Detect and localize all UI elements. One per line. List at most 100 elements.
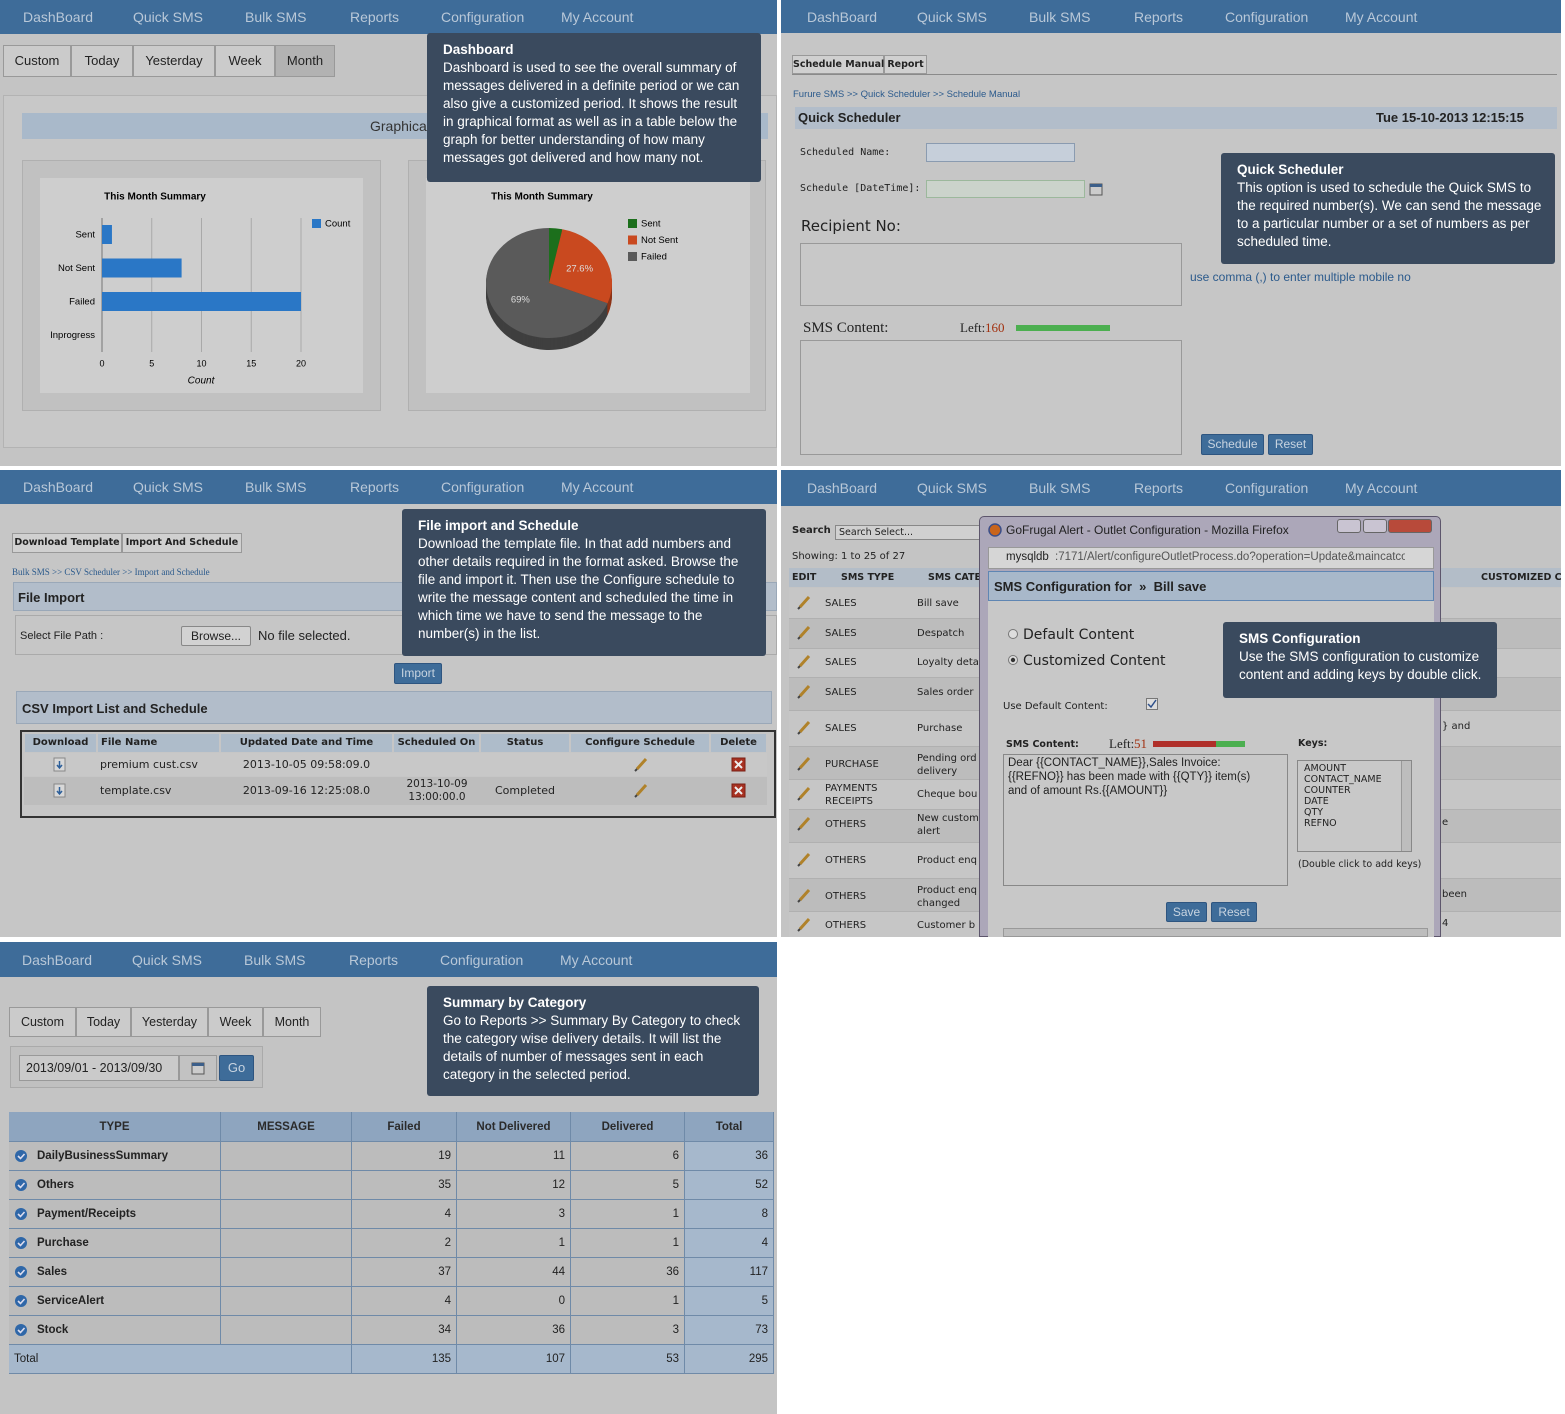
button[interactable]: Go: [219, 1055, 254, 1081]
key-item[interactable]: DATE: [1304, 796, 1329, 807]
pencil-icon[interactable]: [797, 786, 811, 801]
nav-item[interactable]: Quick SMS: [132, 951, 203, 968]
pencil-icon[interactable]: [797, 684, 811, 699]
checkbox[interactable]: [1146, 698, 1158, 710]
nav-item[interactable]: DashBoard: [23, 9, 94, 25]
window-button[interactable]: [1388, 519, 1432, 533]
nav-item[interactable]: Quick SMS: [133, 9, 204, 25]
pie-slice: [549, 228, 563, 283]
tab[interactable]: Yesterday: [131, 1007, 208, 1037]
key-item[interactable]: REFNO: [1304, 818, 1337, 829]
nav-item[interactable]: My Account: [1345, 8, 1418, 25]
nav-item[interactable]: Configuration: [1225, 8, 1309, 25]
nav-item[interactable]: My Account: [560, 951, 633, 968]
tab[interactable]: Schedule Manual: [792, 55, 884, 74]
pencil-icon[interactable]: [797, 816, 811, 831]
screen-panel: DashBoard Quick SMS Bulk SMS Reports Configu…: [0, 470, 777, 937]
nav-item[interactable]: My Account: [561, 9, 634, 25]
tab[interactable]: Today: [71, 45, 133, 77]
nav-item[interactable]: Configuration: [1225, 480, 1309, 496]
pencil-icon[interactable]: [797, 595, 811, 610]
nav-item[interactable]: My Account: [561, 479, 634, 495]
radio-label[interactable]: Customized Content: [1023, 653, 1166, 669]
date-input[interactable]: 2013/09/01 - 2013/09/30: [19, 1055, 179, 1081]
tab[interactable]: Import And Schedule: [122, 533, 242, 553]
nav-item[interactable]: Bulk SMS: [245, 9, 307, 25]
breadcrumb[interactable]: Furure SMS >> Quick Scheduler >> Schedul…: [793, 89, 1021, 100]
button[interactable]: Schedule: [1201, 434, 1264, 455]
tab[interactable]: Month: [263, 1007, 321, 1037]
del-icon[interactable]: [731, 757, 746, 772]
nav-item[interactable]: DashBoard: [807, 8, 878, 25]
nav-item[interactable]: Reports: [1134, 480, 1184, 496]
nav-item[interactable]: Reports: [350, 479, 400, 495]
pencil-icon[interactable]: [797, 756, 811, 771]
pencil-icon[interactable]: [797, 654, 811, 669]
radio[interactable]: [1008, 629, 1020, 641]
browse-button[interactable]: Browse...: [181, 626, 251, 646]
window-button[interactable]: [1337, 519, 1361, 533]
pencil-icon[interactable]: [797, 720, 811, 735]
del-icon[interactable]: [731, 783, 746, 798]
nav-item[interactable]: Reports: [349, 951, 399, 968]
pencil-icon[interactable]: [797, 852, 811, 867]
pencil-icon[interactable]: [634, 783, 648, 798]
nav-item[interactable]: Configuration: [440, 951, 524, 968]
header-title: Quick Scheduler: [798, 110, 901, 125]
textarea[interactable]: [800, 340, 1182, 455]
key-item[interactable]: QTY: [1304, 807, 1324, 818]
button[interactable]: Reset: [1211, 902, 1257, 922]
key-item[interactable]: CONTACT_NAME: [1304, 774, 1382, 785]
pencil-icon[interactable]: [797, 917, 811, 932]
tab[interactable]: Today: [76, 1007, 131, 1037]
tab[interactable]: Month: [275, 45, 335, 77]
button[interactable]: Import: [394, 663, 442, 684]
tab[interactable]: Yesterday: [133, 45, 215, 77]
tab[interactable]: Report: [884, 55, 927, 74]
nav-item[interactable]: Bulk SMS: [1029, 8, 1091, 25]
nav-item[interactable]: DashBoard: [807, 480, 878, 496]
nav-item[interactable]: DashBoard: [23, 479, 94, 495]
text-input[interactable]: [926, 143, 1075, 162]
nav-item[interactable]: Quick SMS: [133, 479, 204, 495]
button[interactable]: Save: [1166, 902, 1207, 922]
nav-item[interactable]: Bulk SMS: [1029, 480, 1091, 496]
pencil-icon[interactable]: [797, 888, 811, 903]
table-row: [24, 753, 767, 776]
chart-title: This Month Summary: [104, 192, 206, 203]
tab[interactable]: Custom: [3, 45, 71, 77]
nav-item[interactable]: Reports: [1134, 8, 1184, 25]
tooltip-line: number(s) in the list.: [418, 626, 541, 641]
nav-item[interactable]: Configuration: [441, 9, 525, 25]
pencil-icon[interactable]: [797, 625, 811, 640]
textarea[interactable]: [800, 243, 1182, 306]
radio-label[interactable]: Default Content: [1023, 627, 1135, 643]
search-select[interactable]: Search Select...: [835, 525, 985, 540]
textarea[interactable]: [1003, 754, 1288, 886]
nav-item[interactable]: DashBoard: [22, 951, 93, 968]
nav-item[interactable]: Quick SMS: [917, 8, 988, 25]
keys-label: Keys:: [1298, 738, 1328, 749]
nav-item[interactable]: Quick SMS: [917, 480, 988, 496]
tooltip-line: file and import it. Then use the Configu…: [418, 572, 735, 587]
nav-item[interactable]: Configuration: [441, 479, 525, 495]
pencil-icon[interactable]: [634, 757, 648, 772]
tab[interactable]: Download Template: [12, 533, 122, 553]
key-item[interactable]: COUNTER: [1304, 785, 1351, 796]
nav-item[interactable]: Reports: [350, 9, 400, 25]
key-item[interactable]: AMOUNT: [1304, 763, 1347, 774]
nav-item[interactable]: My Account: [1345, 480, 1418, 496]
column-header: Status: [481, 734, 569, 752]
cell-number: 3: [571, 1316, 685, 1345]
nav-item[interactable]: Bulk SMS: [244, 951, 306, 968]
breadcrumb[interactable]: Bulk SMS >> CSV Scheduler >> Import and …: [12, 567, 210, 577]
nav-item[interactable]: Bulk SMS: [245, 479, 307, 495]
window-button[interactable]: [1363, 519, 1387, 533]
radio[interactable]: [1008, 655, 1020, 667]
button[interactable]: Reset: [1268, 434, 1313, 455]
text-input[interactable]: [926, 180, 1085, 198]
tab[interactable]: Week: [208, 1007, 263, 1037]
tab[interactable]: Custom: [9, 1007, 76, 1037]
cell: [221, 1200, 352, 1229]
tab[interactable]: Week: [215, 45, 275, 77]
